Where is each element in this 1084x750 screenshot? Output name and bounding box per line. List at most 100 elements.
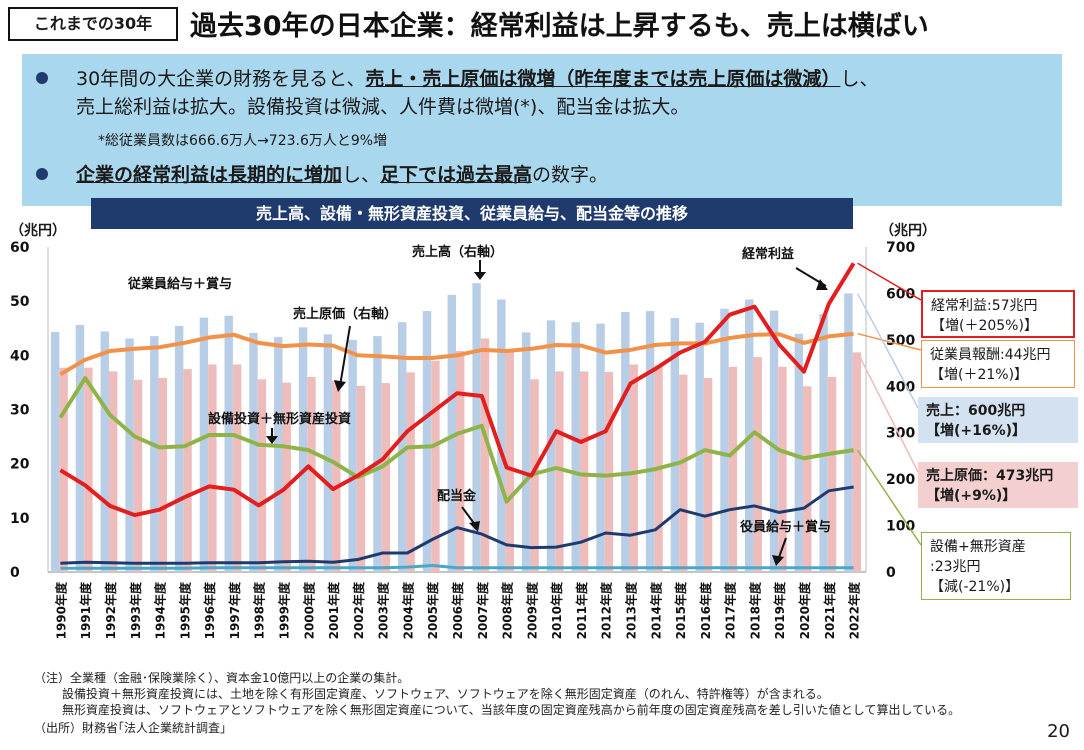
bar-cost [108,371,118,572]
x-tick-label: 2012年度 [599,581,614,639]
bar-sales [819,313,828,572]
left-tick-label: 0 [10,565,20,581]
right-tick-label: 500 [886,333,915,349]
footer-note-1: （注）全業種（金融･保険業除く）、資本金10億円以上の企業の集計。 [34,671,410,685]
connector-employee [857,332,922,351]
left-tick-label: 60 [10,240,30,256]
callout-sales: 売上：600兆円 【増(+16%)】 [918,397,1078,443]
bullet1-pre: 30年間の大企業の財務を見ると、 [76,68,366,90]
x-tick-label: 2005年度 [425,581,440,639]
left-tick-label: 10 [10,511,30,527]
bar-cost [332,380,341,572]
annotation-sales-arrowhead [474,272,486,280]
callout-profit-line2: 【増(＋205%)】 [931,318,1038,334]
annotation-officer-arrowhead [772,555,784,566]
x-tick-label: 2021年度 [822,581,837,639]
bullet1-line2: 売上総利益は拡大。設備投資は微減、人件費は微増(*)、配当金は拡大。 [76,96,690,118]
right-tick-label: 400 [886,379,915,395]
bar-sales [75,325,85,572]
x-tick-label: 2013年度 [624,581,639,639]
bar-sales [422,311,432,572]
line-officer-pay [60,564,854,570]
bar-sales [348,339,357,572]
bar-cost [753,357,762,572]
bullet2-underlined-2: 足下では過去最高 [380,164,533,186]
annotation-profit-arrowhead [816,279,828,290]
bar-cost [307,377,316,572]
line-employee-salary [59,331,854,377]
lines-group [58,262,922,570]
callout-employee-line2: 【増(＋21%)】 [930,367,1029,383]
bar-cost [728,366,738,572]
annotation-cost-arrowhead [334,380,346,392]
bar-cost [208,364,217,572]
bar-cost [406,372,415,572]
callout-capex: 設備+無形資産 :23兆円 【減(-21%)】 [921,532,1071,600]
left-axis-unit: （兆円） [10,223,66,239]
bullet1-post: し、 [840,68,879,90]
line-capex [58,376,854,504]
x-tick-label: 1996年度 [202,581,217,639]
bullet2-post: の数字。 [532,164,609,186]
line-ordinary-profit [59,262,856,518]
footer-source: （出所）財務省｢法人企業統計調査」 [34,721,233,735]
bullet2-underlined-1: 企業の経常利益は長期的に増加 [76,164,343,186]
bar-cost [505,350,515,572]
bar-cost [555,371,564,572]
x-tick-label: 2019年度 [772,581,787,639]
right-tick-label: 100 [886,519,915,535]
bar-cost [133,379,143,572]
x-tick-label: 2000年度 [301,581,316,639]
bar-cost [852,352,862,572]
x-tick-label: 2011年度 [574,581,589,639]
bar-sales [497,299,506,572]
bar-cost [456,351,465,572]
bullet-dot-icon [36,168,48,180]
bar-sales [224,315,233,572]
bar-cost [356,385,366,572]
bar-sales [50,331,60,572]
annotations-group: 売上高（右軸） 従業員給与＋賞与 売上原価（右軸） 設備投資＋無形資産投資 経常… [127,244,831,566]
bar-cost [257,379,267,572]
footer-note-3: 無形資産投資は、ソフトウェアとソフトウェアを除く無形固定資産について、当該年度の… [62,703,961,717]
connector-cost [856,352,919,473]
bar-cost [579,371,589,572]
annotation-salary: 従業員給与＋賞与 [127,276,232,292]
bar-sales [398,322,407,572]
bar-cost [803,386,812,572]
left-tick-label: 20 [10,457,30,473]
callout-capex-line1: 設備+無形資産 [930,539,1026,555]
right-tick-label: 0 [886,565,896,581]
annotation-cost: 売上原価（右軸） [293,306,397,322]
right-tick-label: 300 [886,426,915,442]
x-tick-label: 2009年度 [524,581,539,639]
bar-sales [150,336,159,572]
bar-sales [125,338,134,572]
x-tick-label: 1992年度 [103,581,118,639]
bar-cost [158,377,167,572]
x-tick-label: 2003年度 [376,581,391,639]
bar-cost [703,377,713,572]
callout-employee-line1: 従業員報酬:44兆円 [930,347,1051,363]
callout-profit-line1: 経常利益:57兆円 [931,298,1038,314]
left-tick-label: 50 [10,294,30,310]
bar-sales [100,331,109,572]
callout-sales-line1: 売上：600兆円 [926,403,1026,419]
x-tick-label: 1997年度 [227,581,242,639]
x-tick-label: 2017年度 [723,581,738,639]
annotation-dividend-arrowhead [469,521,480,532]
bar-cost [381,383,391,572]
section-tag: これまでの30年 [8,7,178,41]
bar-cost [604,371,614,572]
bar-sales [844,293,853,572]
annotation-profit: 経常利益 [742,246,794,262]
callout-capex-line3: 【減(-21%)】 [930,579,1020,595]
bar-cost [827,377,837,572]
annotation-capex-arrowhead [266,436,278,444]
bar-sales [720,308,729,572]
bar-sales [596,323,605,572]
connector-profit [857,262,922,301]
annotation-cost-arrow [339,325,351,387]
bar-cost [480,338,490,572]
x-tick-label: 2004年度 [400,581,415,639]
